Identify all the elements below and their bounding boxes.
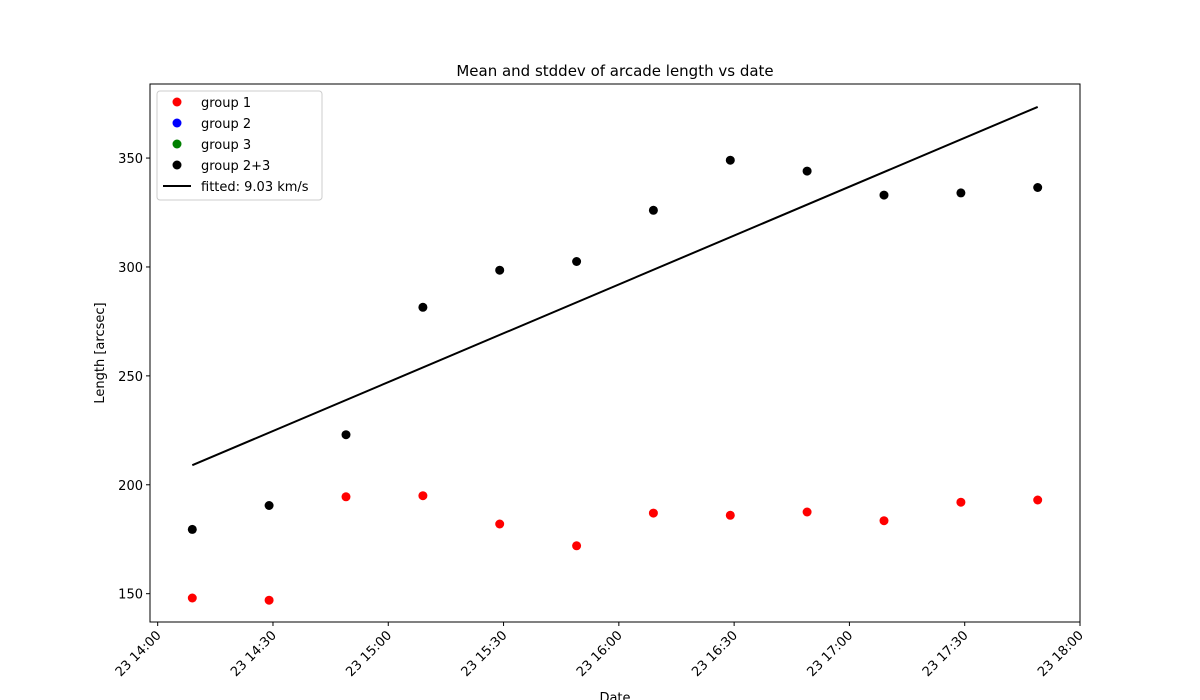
scatter-point-series-0 bbox=[341, 492, 351, 502]
y-axis-label: Length [arcsec] bbox=[93, 302, 108, 403]
legend: group 1 group 2 group 3 group 2+3 fitted: 9.… bbox=[156, 90, 323, 201]
chart-title: Mean and stddev of arcade length vs date bbox=[456, 62, 773, 80]
scatter-point-series-0 bbox=[956, 497, 966, 507]
legend-label: group 2+3 bbox=[201, 159, 270, 174]
scatter-point-series-3 bbox=[956, 188, 966, 198]
scatter-point-series-0 bbox=[648, 508, 658, 518]
plot-frame bbox=[149, 83, 1081, 623]
scatter-point-series-3 bbox=[341, 430, 351, 440]
scatter-point-series-0 bbox=[418, 491, 428, 501]
scatter-point-series-0 bbox=[725, 510, 735, 520]
y-tick-label: 350 bbox=[118, 152, 143, 167]
legend-dot-marker bbox=[172, 97, 182, 107]
legend-label: group 1 bbox=[201, 96, 251, 111]
scatter-point-series-3 bbox=[802, 166, 812, 176]
scatter-point-series-0 bbox=[187, 593, 197, 603]
legend-dot-marker bbox=[172, 118, 182, 128]
scatter-point-series-0 bbox=[802, 507, 812, 517]
scatter-point-series-3 bbox=[418, 302, 428, 312]
scatter-point-series-0 bbox=[572, 541, 582, 551]
legend-label: group 3 bbox=[201, 138, 251, 153]
scatter-point-series-3 bbox=[264, 501, 274, 510]
scatter-point-series-0 bbox=[1033, 495, 1043, 505]
legend-dot-marker bbox=[172, 139, 182, 149]
scatter-point-series-3 bbox=[572, 257, 582, 266]
y-axis: 150 200 250 300 350 bbox=[118, 152, 150, 603]
y-tick-label: 200 bbox=[118, 479, 143, 494]
scatter-point-series-3 bbox=[879, 190, 889, 200]
scatter-point-series-3 bbox=[495, 265, 505, 275]
y-tick-label: 250 bbox=[118, 370, 143, 385]
scatter-point-series-0 bbox=[495, 519, 505, 529]
x-axis-label: Date bbox=[599, 691, 630, 700]
scatter-point-series-3 bbox=[1033, 183, 1043, 192]
series-layer bbox=[187, 105, 1043, 605]
fitted-line bbox=[191, 105, 1039, 467]
y-tick-label: 300 bbox=[118, 261, 143, 276]
y-tick-label: 150 bbox=[118, 588, 143, 603]
scatter-point-series-3 bbox=[725, 155, 735, 165]
scatter-point-series-3 bbox=[187, 524, 197, 534]
legend-label: group 2 bbox=[201, 117, 251, 132]
legend-dot-marker bbox=[172, 160, 182, 170]
scatter-point-series-3 bbox=[648, 205, 658, 215]
legend-label: fitted: 9.03 km/s bbox=[201, 180, 309, 195]
scatter-point-series-0 bbox=[879, 516, 889, 526]
scatter-point-series-0 bbox=[264, 595, 274, 605]
legend-box bbox=[156, 90, 323, 201]
